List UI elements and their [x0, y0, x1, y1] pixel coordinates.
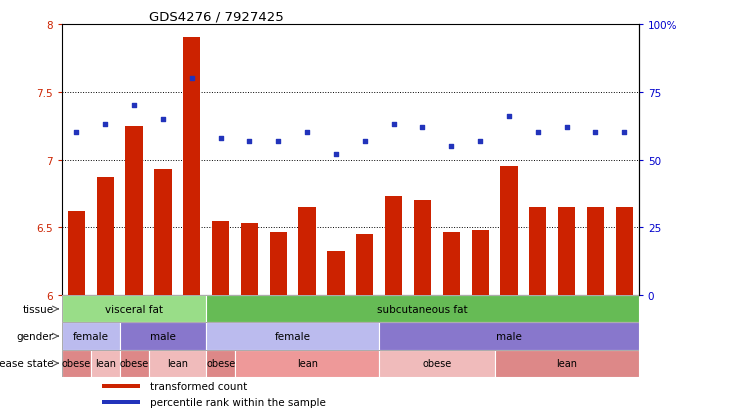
Point	[417, 124, 429, 131]
Bar	[558, 208, 575, 296]
Text: subcutaneous fat: subcutaneous fat	[377, 304, 468, 314]
Text: female: female	[73, 331, 109, 341]
Bar	[102, 384, 140, 388]
Bar	[212, 221, 229, 296]
Text: obese: obese	[120, 358, 149, 368]
Text: lean: lean	[167, 358, 188, 368]
Point	[474, 138, 486, 145]
Text: lean: lean	[556, 358, 577, 368]
Bar	[472, 230, 489, 296]
Bar	[615, 208, 633, 296]
Bar	[120, 323, 207, 350]
Bar	[207, 296, 639, 323]
Point	[186, 76, 198, 82]
Bar	[207, 323, 380, 350]
Text: transformed count: transformed count	[150, 381, 247, 391]
Bar	[235, 350, 380, 377]
Text: male: male	[150, 331, 176, 341]
Bar	[62, 296, 207, 323]
Bar	[102, 400, 140, 404]
Bar	[62, 323, 120, 350]
Point	[590, 130, 602, 136]
Bar	[269, 232, 287, 296]
Bar	[241, 224, 258, 296]
Bar	[96, 178, 114, 296]
Bar	[149, 350, 207, 377]
Point	[272, 138, 284, 145]
Bar	[385, 197, 402, 296]
Text: lean: lean	[95, 358, 116, 368]
Text: visceral fat: visceral fat	[105, 304, 163, 314]
Point	[532, 130, 544, 136]
Point	[157, 116, 169, 123]
Point	[301, 130, 313, 136]
Bar	[183, 38, 201, 296]
Point	[99, 122, 111, 128]
Point	[128, 103, 140, 109]
Point	[445, 143, 457, 150]
Text: disease state: disease state	[0, 358, 53, 368]
Bar	[356, 235, 374, 296]
Text: gender: gender	[16, 331, 53, 341]
Text: lean: lean	[296, 358, 318, 368]
Text: obese: obese	[206, 358, 235, 368]
Point	[244, 138, 256, 145]
Bar	[327, 251, 345, 296]
Point	[330, 152, 342, 158]
Bar	[207, 350, 235, 377]
Point	[359, 138, 371, 145]
Bar	[414, 201, 431, 296]
Text: GDS4276 / 7927425: GDS4276 / 7927425	[149, 11, 283, 24]
Point	[71, 130, 82, 136]
Bar	[529, 208, 547, 296]
Text: obese: obese	[62, 358, 91, 368]
Point	[388, 122, 399, 128]
Text: tissue: tissue	[23, 304, 53, 314]
Bar	[442, 232, 460, 296]
Bar	[380, 350, 495, 377]
Text: male: male	[496, 331, 522, 341]
Text: female: female	[274, 331, 311, 341]
Bar	[154, 170, 172, 296]
Text: obese: obese	[422, 358, 452, 368]
Bar	[587, 208, 604, 296]
Bar	[68, 211, 85, 296]
Bar	[495, 350, 639, 377]
Bar	[380, 323, 639, 350]
Point	[561, 124, 572, 131]
Bar	[500, 167, 518, 296]
Text: percentile rank within the sample: percentile rank within the sample	[150, 397, 326, 407]
Bar	[299, 208, 316, 296]
Point	[215, 135, 226, 142]
Point	[618, 130, 630, 136]
Bar	[126, 126, 143, 296]
Bar	[91, 350, 120, 377]
Bar	[62, 350, 91, 377]
Point	[503, 114, 515, 120]
Bar	[120, 350, 149, 377]
